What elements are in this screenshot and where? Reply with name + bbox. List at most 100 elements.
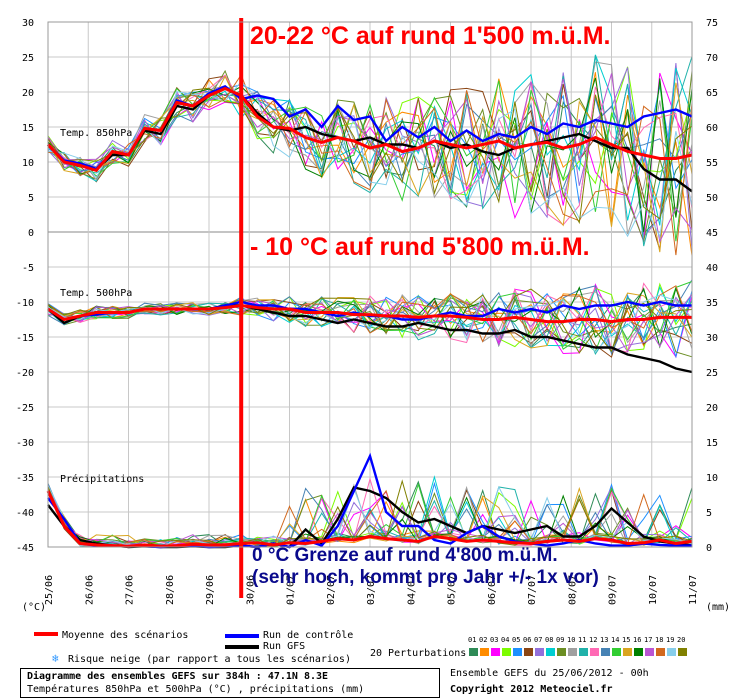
x-tick-label: 30/06 bbox=[245, 575, 256, 605]
y-tick-left: 10 bbox=[22, 158, 34, 169]
y-unit-right: (mm) bbox=[706, 602, 730, 613]
perturbation-swatch bbox=[535, 648, 544, 656]
perturbation-number: 02 bbox=[479, 636, 488, 644]
perturbation-number: 16 bbox=[633, 636, 642, 644]
footer-subtitle: Températures 850hPa et 500hPa (°C) , pré… bbox=[27, 684, 365, 695]
run-info: Ensemble GEFS du 25/06/2012 - 00h bbox=[450, 668, 649, 679]
x-tick-label: 29/06 bbox=[205, 575, 216, 605]
y-tick-left: -15 bbox=[16, 333, 34, 344]
legend-mean-swatch bbox=[34, 632, 58, 636]
y-tick-left: 30 bbox=[22, 18, 34, 29]
perturbation-swatch bbox=[491, 648, 500, 656]
perturbation-line-850 bbox=[47, 75, 693, 253]
y-tick-right: 60 bbox=[706, 123, 718, 134]
series-line-500 bbox=[47, 303, 692, 324]
x-tick-label: 25/06 bbox=[44, 575, 55, 605]
y-tick-right: 0 bbox=[706, 543, 712, 554]
y-tick-right: 35 bbox=[706, 298, 718, 309]
y-tick-right: 15 bbox=[706, 438, 718, 449]
perturbation-legend: 01 02 03 04 05 06 07 08 09 10 11 12 13 14 15 16 17 18 19 20 bbox=[468, 636, 692, 660]
legend-control-swatch bbox=[225, 634, 259, 638]
y-tick-left: 25 bbox=[22, 53, 34, 64]
x-tick-label: 06/07 bbox=[487, 575, 498, 605]
footer-title-box: Diagramme des ensembles GEFS sur 384h : … bbox=[20, 668, 440, 698]
perturbation-line-850 bbox=[47, 73, 693, 244]
perturbation-number: 04 bbox=[501, 636, 510, 644]
x-tick-label: 10/07 bbox=[648, 575, 659, 605]
panel-label-500: Temp. 500hPa bbox=[60, 288, 132, 299]
perturbation-line-850 bbox=[47, 87, 693, 225]
y-tick-right: 55 bbox=[706, 158, 718, 169]
series-line-850 bbox=[47, 87, 693, 193]
y-tick-left: 0 bbox=[28, 228, 34, 239]
perturbation-number: 07 bbox=[534, 636, 543, 644]
y-tick-left: -40 bbox=[16, 508, 34, 519]
perturbation-line-850 bbox=[47, 54, 693, 226]
perturbation-number: 08 bbox=[545, 636, 554, 644]
annotation-500hpa: - 10 °C auf rund 5'800 m.ü.M. bbox=[250, 233, 590, 261]
y-tick-right: 10 bbox=[706, 473, 718, 484]
y-tick-left: 20 bbox=[22, 88, 34, 99]
x-tick-label: 09/07 bbox=[608, 575, 619, 605]
perturbation-number: 10 bbox=[567, 636, 576, 644]
perturbation-number: 01 bbox=[468, 636, 477, 644]
perturbation-swatch bbox=[568, 648, 577, 656]
perturbation-line-850 bbox=[47, 73, 693, 256]
perturbation-number: 18 bbox=[655, 636, 664, 644]
perturbation-swatch bbox=[513, 648, 522, 656]
x-tick-label: 07/07 bbox=[527, 575, 538, 605]
y-tick-right: 75 bbox=[706, 18, 718, 29]
grid-lines bbox=[47, 21, 693, 548]
y-tick-right: 45 bbox=[706, 228, 718, 239]
perturbation-swatch bbox=[579, 648, 588, 656]
perturbation-swatch bbox=[623, 648, 632, 656]
y-tick-right: 20 bbox=[706, 403, 718, 414]
x-tick-label: 28/06 bbox=[165, 575, 176, 605]
perturbation-swatch bbox=[524, 648, 533, 656]
perturbation-swatch bbox=[634, 648, 643, 656]
y-tick-right: 40 bbox=[706, 263, 718, 274]
perturbation-swatch bbox=[469, 648, 478, 656]
perturbation-swatch bbox=[590, 648, 599, 656]
legend-perturbations-label: 20 Perturbations bbox=[370, 648, 467, 659]
perturbation-number: 09 bbox=[556, 636, 565, 644]
annotation-freezing-level: 0 °C Grenze auf rund 4'800 m.ü.M. (sehr … bbox=[252, 545, 599, 589]
perturbation-number: 14 bbox=[611, 636, 620, 644]
legend-gfs-swatch bbox=[225, 645, 259, 649]
perturbation-number: 06 bbox=[523, 636, 532, 644]
perturbation-swatch bbox=[612, 648, 621, 656]
y-tick-left: 15 bbox=[22, 123, 34, 134]
y-tick-right: 65 bbox=[706, 88, 718, 99]
y-tick-left: -30 bbox=[16, 438, 34, 449]
perturbation-number: 15 bbox=[622, 636, 631, 644]
perturbation-number: 20 bbox=[677, 636, 686, 644]
annotation-freezing-line1: 0 °C Grenze auf rund 4'800 m.ü.M. bbox=[252, 545, 558, 566]
x-tick-label: 11/07 bbox=[688, 575, 699, 605]
panel-label-850: Temp. 850hPa bbox=[60, 128, 132, 139]
perturbation-number: 17 bbox=[644, 636, 653, 644]
y-tick-left: -45 bbox=[16, 543, 34, 554]
y-tick-right: 70 bbox=[706, 53, 718, 64]
y-tick-left: 5 bbox=[28, 193, 34, 204]
perturbation-line-500 bbox=[47, 286, 693, 349]
legend-control-label: Run de contrôle bbox=[263, 630, 354, 641]
y-tick-left: -5 bbox=[22, 263, 34, 274]
perturbation-number: 13 bbox=[600, 636, 609, 644]
x-tick-label: 26/06 bbox=[84, 575, 95, 605]
x-tick-label: 04/07 bbox=[406, 575, 417, 605]
perturbation-swatch bbox=[480, 648, 489, 656]
legend-snow-label: Risque neige (par rapport a tous les scé… bbox=[68, 654, 351, 665]
y-tick-right: 25 bbox=[706, 368, 718, 379]
perturbation-number: 05 bbox=[512, 636, 521, 644]
y-tick-left: -25 bbox=[16, 403, 34, 414]
y-tick-right: 30 bbox=[706, 333, 718, 344]
plot-frame bbox=[47, 21, 693, 548]
series-line-precip bbox=[46, 490, 693, 548]
y-tick-left: -10 bbox=[16, 298, 34, 309]
footer-title: Diagramme des ensembles GEFS sur 384h : … bbox=[27, 671, 329, 682]
x-tick-label: 02/07 bbox=[326, 575, 337, 605]
perturbation-line-precip bbox=[47, 479, 693, 548]
x-tick-label: 05/07 bbox=[447, 575, 458, 605]
y-tick-left: -35 bbox=[16, 473, 34, 484]
